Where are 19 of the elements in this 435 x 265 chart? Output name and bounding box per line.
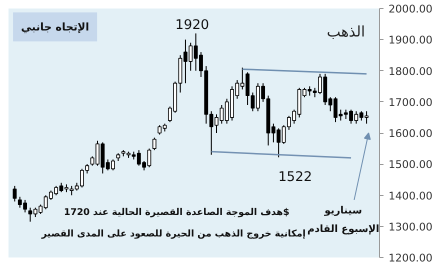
candlestick: [152, 137, 156, 151]
text: الذهب: [326, 23, 366, 40]
y-tick-label: 1600.00: [388, 127, 433, 140]
y-tick-label: 2000.00: [388, 2, 433, 16]
candlestick: [12, 185, 17, 202]
annotation: إمكانية خروج الذهب من الحيرة للصعود على المدى القصير: [40, 228, 306, 240]
annotation: الإسبوع القادم: [307, 224, 380, 235]
annotation: الإتجاه جانبي: [21, 20, 90, 34]
annotation: سيناريو: [324, 205, 362, 216]
annotation: 1920: [175, 18, 210, 34]
y-tick-label: 1800.00: [388, 64, 433, 78]
annotation: هدف الموجة الصاعدة القصيرة الحالية عند 1720$: [64, 206, 290, 218]
y-tick-label: 1200.00: [388, 252, 433, 264]
y-tick-label: 1400.00: [388, 189, 433, 202]
y-tick-label: 1700.00: [388, 96, 433, 109]
y-tick-label: 1300.00: [388, 220, 433, 234]
annotation: 1522: [278, 170, 312, 185]
y-tick-label: 1900.00: [388, 34, 433, 47]
y-tick-label: 1500.00: [388, 158, 433, 172]
